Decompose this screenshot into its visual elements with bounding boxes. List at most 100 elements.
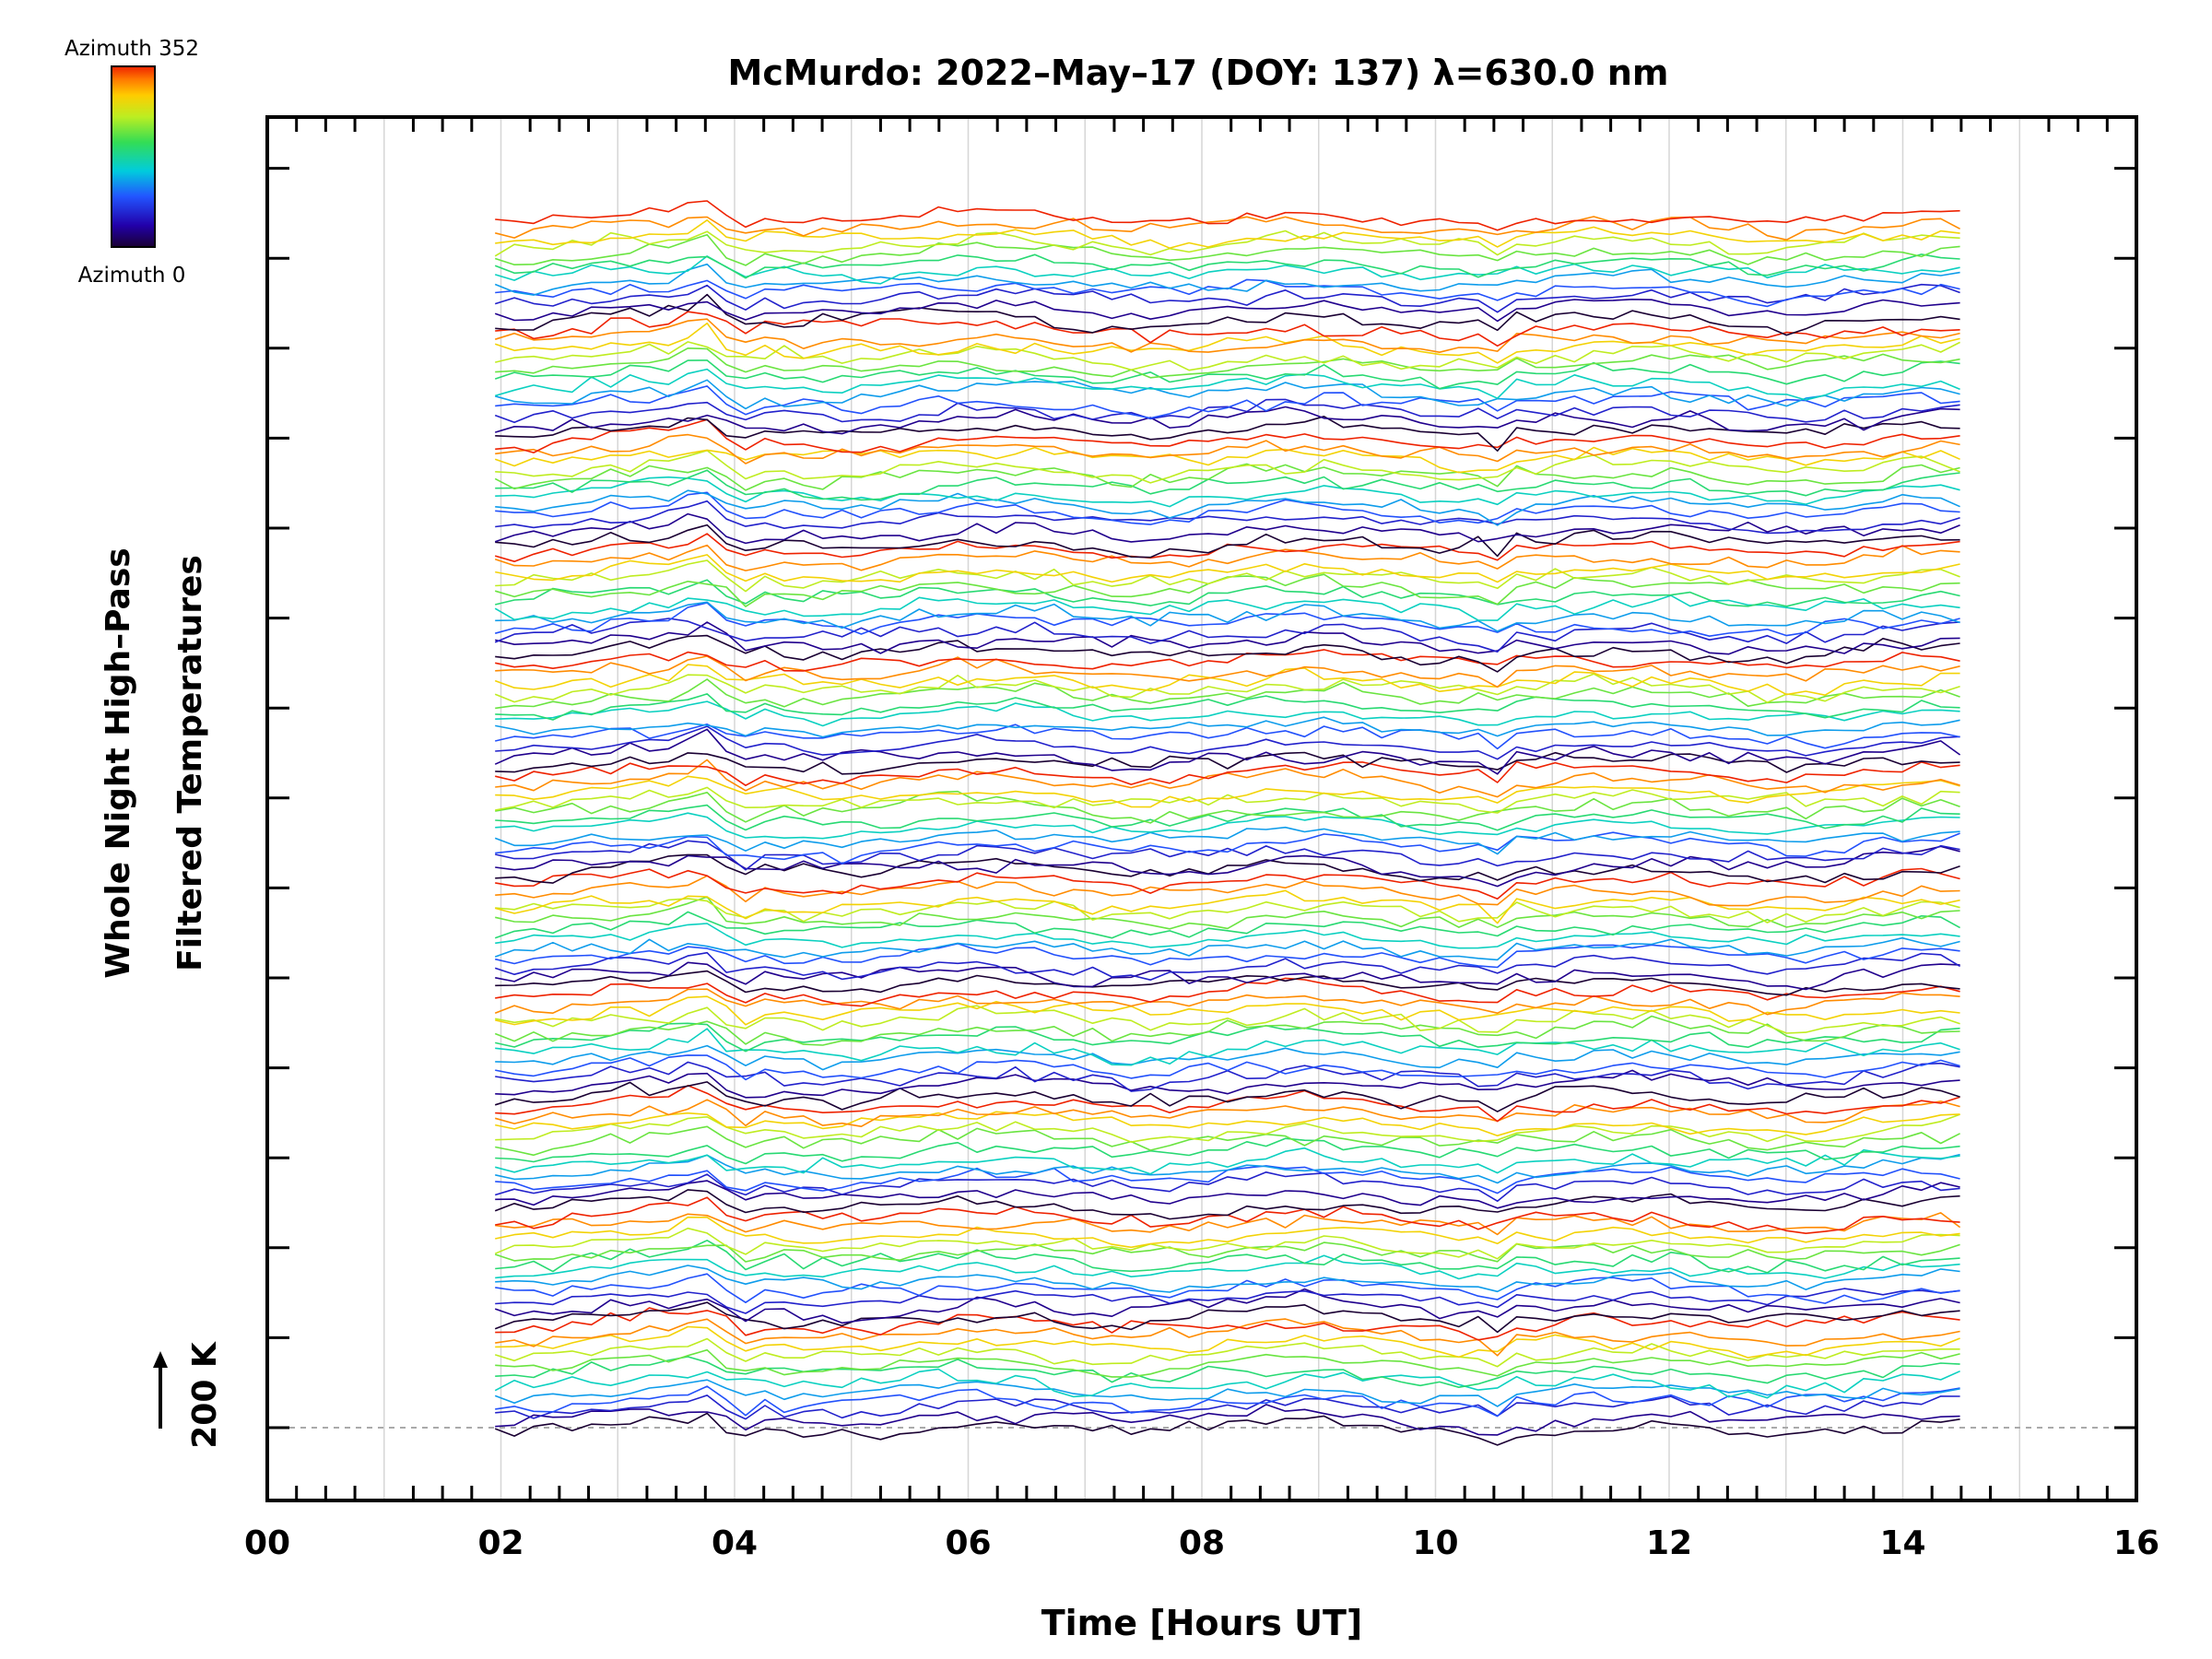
- trace-line: [494, 283, 1960, 313]
- scale-bar-arrow-head: [153, 1351, 168, 1368]
- trace-line: [494, 533, 1960, 563]
- trace-line: [495, 1044, 1960, 1071]
- trace-line: [495, 759, 1960, 798]
- trace-line: [494, 1015, 1960, 1046]
- trace-line: [495, 1348, 1960, 1378]
- plot-frame: [265, 115, 2138, 1502]
- trace-line: [495, 1125, 1960, 1157]
- trace-line: [494, 988, 1960, 1016]
- trace-line: [494, 229, 1960, 257]
- trace-line: [494, 1227, 1960, 1260]
- trace-line: [495, 347, 1960, 379]
- trace-line: [495, 489, 1960, 526]
- trace-line: [494, 368, 1960, 401]
- trace-line: [494, 936, 1960, 961]
- trace-line: [495, 1307, 1960, 1341]
- scale-bar: 200 K: [153, 1341, 224, 1449]
- chart-title: McMurdo: 2022–May–17 (DOY: 137) λ=630.0 …: [728, 53, 1669, 93]
- trace-line: [495, 500, 1960, 535]
- trace-line: [495, 219, 1960, 250]
- trace-line: [495, 725, 1960, 760]
- trace-line: [494, 1368, 1960, 1399]
- trace-line: [495, 977, 1960, 1007]
- trace-line: [495, 760, 1960, 787]
- colorbar-top-label: Azimuth 352: [65, 37, 199, 61]
- trace-line: [495, 1005, 1960, 1034]
- colorbar-gradient: [111, 65, 156, 248]
- x-tick-label: 06: [945, 1524, 991, 1562]
- trace-line: [495, 293, 1960, 336]
- trace-line: [495, 790, 1960, 824]
- trace-line: [495, 1054, 1960, 1081]
- trace-line: [495, 449, 1960, 484]
- trace-line: [495, 433, 1960, 465]
- trace-line: [495, 1394, 1960, 1420]
- trace-line: [494, 359, 1960, 390]
- trace-line: [495, 476, 1960, 508]
- trace-line: [494, 1099, 1960, 1127]
- trace-line: [494, 1241, 1960, 1263]
- trace-line: [495, 216, 1960, 241]
- trace-line: [495, 634, 1960, 673]
- trace-line: [494, 1288, 1960, 1324]
- trace-line: [495, 700, 1960, 727]
- trace-line: [495, 655, 1960, 688]
- x-tick-label: 12: [1646, 1524, 1692, 1562]
- trace-line: [494, 728, 1961, 775]
- trace-line: [494, 1081, 1960, 1112]
- trace-line: [495, 649, 1960, 672]
- trace-line: [495, 1265, 1960, 1293]
- trace-line: [495, 415, 1960, 453]
- trace-line: [494, 1189, 1960, 1220]
- trace-line: [495, 867, 1960, 900]
- trace-line: [495, 601, 1960, 632]
- trace-line: [495, 1216, 1960, 1249]
- trace-line: [495, 341, 1960, 371]
- trace-line: [495, 1212, 1961, 1236]
- x-gridlines: [383, 117, 2020, 1500]
- trace-line: [495, 786, 1960, 814]
- trace-line: [495, 804, 1960, 831]
- y-axis-label: Whole Night High–Pass Filtered Temperatu…: [100, 547, 209, 978]
- y-axis-label-line1: Whole Night High–Pass: [100, 547, 137, 978]
- trace-line: [495, 559, 1960, 593]
- trace-line: [495, 554, 1960, 583]
- x-tick-label: 10: [1412, 1524, 1458, 1562]
- trace-line: [494, 318, 1960, 354]
- x-axis-label: Time [Hours UT]: [1041, 1603, 1363, 1643]
- trace-line: [495, 1137, 1960, 1165]
- trace-line: [494, 263, 1960, 296]
- trace-line: [494, 298, 1960, 323]
- trace-line: [494, 446, 1960, 474]
- trace-line: [495, 1254, 1960, 1280]
- trace-line: [495, 418, 1960, 453]
- trace-line: [495, 1153, 1960, 1184]
- trace-line: [495, 961, 1960, 991]
- y-axis-label-line2: Filtered Temperatures: [171, 555, 209, 971]
- trace-line: [495, 723, 1960, 750]
- trace-line: [495, 751, 1960, 775]
- trace-line: [495, 1022, 1960, 1053]
- trace-line: [495, 942, 1960, 969]
- trace-line: [494, 1147, 1960, 1175]
- trace-line: [494, 826, 1960, 855]
- trace-line: [495, 831, 1960, 865]
- trace-line: [495, 1113, 1960, 1143]
- trace-line: [495, 621, 1960, 655]
- x-tick-label: 00: [244, 1524, 290, 1562]
- x-tick-label: 08: [1179, 1524, 1225, 1562]
- trace-line: [494, 951, 1961, 981]
- axis-ticks: [267, 117, 2136, 1500]
- trace-line: [494, 1337, 1960, 1368]
- trace-line: [495, 491, 1960, 525]
- azimuth-colorbar: Azimuth 352 Azimuth 0: [65, 37, 199, 288]
- trace-line: [495, 812, 1960, 840]
- trace-line: [495, 1288, 1960, 1314]
- trace-line: [495, 716, 1960, 738]
- trace-line: [495, 200, 1960, 231]
- trace-line: [495, 1318, 1960, 1357]
- trace-line: [494, 406, 1960, 435]
- trace-line: [494, 544, 1960, 571]
- trace-line: [495, 678, 1960, 710]
- trace-line: [495, 311, 1960, 347]
